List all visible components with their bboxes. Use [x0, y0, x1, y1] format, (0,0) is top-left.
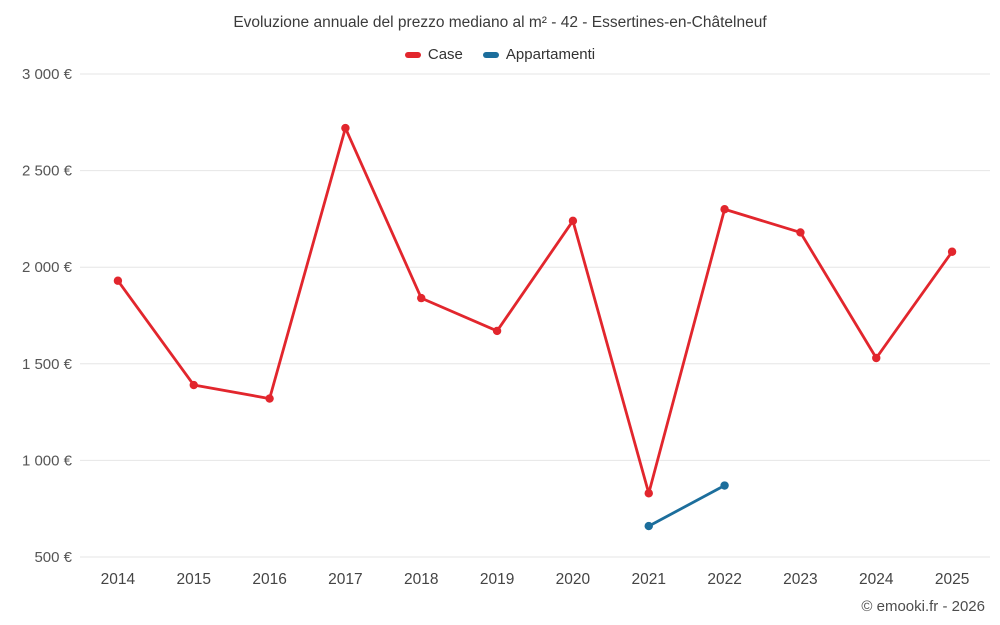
- x-axis-label: 2017: [328, 571, 362, 588]
- x-axis-label: 2022: [707, 571, 741, 588]
- chart-title: Evoluzione annuale del prezzo mediano al…: [233, 14, 767, 31]
- data-point-case-2021[interactable]: [644, 489, 653, 498]
- y-axis-label: 1 000 €: [22, 452, 73, 469]
- x-axis-label: 2023: [783, 571, 817, 588]
- y-axis-label: 1 500 €: [22, 356, 73, 373]
- data-point-case-2014[interactable]: [113, 276, 123, 285]
- data-point-case-2015[interactable]: [189, 380, 198, 390]
- copyright-label: © emooki.fr - 2026: [861, 598, 985, 615]
- data-point-case-2018[interactable]: [417, 293, 426, 303]
- y-axis-label: 2 000 €: [22, 259, 73, 276]
- data-point-case-2024[interactable]: [872, 353, 881, 363]
- data-point-case-2016[interactable]: [265, 394, 274, 403]
- data-point-case-2023[interactable]: [796, 228, 805, 237]
- legend-label: Case: [427, 46, 463, 63]
- x-axis-label: 2025: [935, 571, 969, 588]
- legend-item-appartamenti[interactable]: Appartamenti: [482, 46, 596, 63]
- data-point-appartamenti-2022[interactable]: [720, 481, 729, 490]
- x-axis-label: 2024: [859, 571, 894, 588]
- chart-legend: Case Appartamenti: [0, 46, 1000, 63]
- legend-marker-icon: [482, 51, 499, 58]
- series-line-case: [116, 126, 954, 495]
- legend-marker-icon: [404, 51, 421, 58]
- y-axis-label: 2 500 €: [22, 163, 73, 180]
- data-point-appartamenti-2021[interactable]: [644, 521, 653, 531]
- x-axis-label: 2021: [632, 571, 666, 588]
- legend-item-case[interactable]: Case: [404, 46, 463, 63]
- data-point-case-2020[interactable]: [568, 216, 578, 226]
- x-axis-label: 2015: [177, 571, 211, 588]
- x-axis-label: 2016: [252, 571, 286, 588]
- x-axis-label: 2018: [404, 571, 438, 588]
- series-line-appartamenti: [647, 484, 726, 528]
- data-point-case-2019[interactable]: [492, 326, 502, 336]
- y-axis-label: 3 000 €: [22, 66, 73, 83]
- data-point-case-2017[interactable]: [341, 123, 350, 133]
- data-point-case-2025[interactable]: [947, 247, 957, 256]
- x-axis-label: 2020: [556, 571, 591, 588]
- x-axis-label: 2014: [101, 571, 136, 588]
- legend-label: Appartamenti: [505, 46, 596, 63]
- y-axis-label: 500 €: [34, 549, 72, 566]
- data-point-case-2022[interactable]: [720, 205, 729, 214]
- x-axis-label: 2019: [480, 571, 514, 588]
